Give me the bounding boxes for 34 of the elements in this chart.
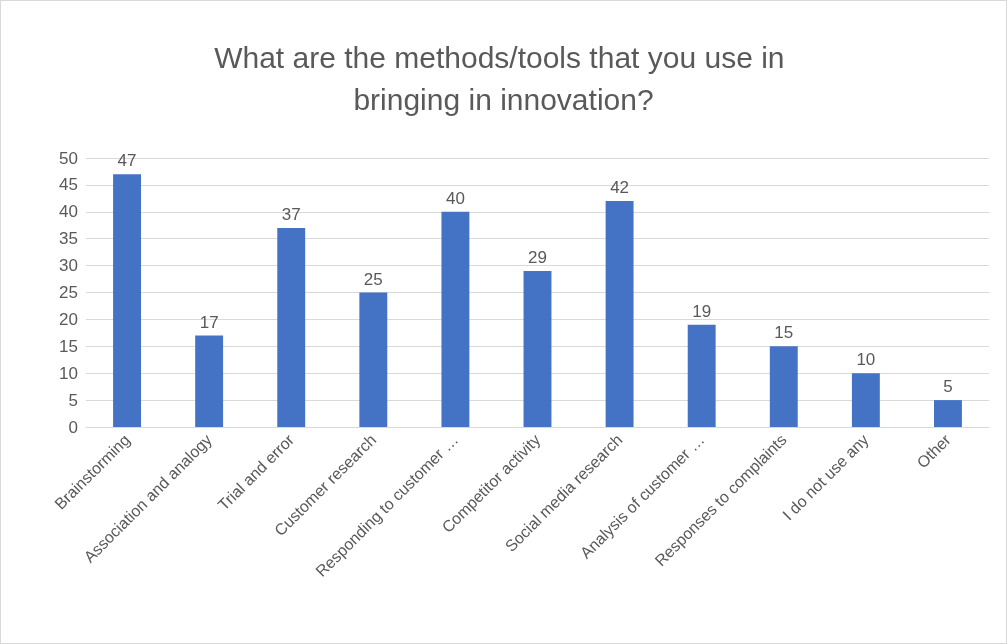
y-tick-label: 15 <box>59 336 78 356</box>
y-tick-label: 35 <box>59 229 78 249</box>
data-label: 19 <box>692 301 712 321</box>
bar <box>605 201 634 427</box>
data-label: 5 <box>943 377 953 397</box>
y-tick-label: 10 <box>59 363 78 383</box>
data-label: 40 <box>445 188 465 208</box>
y-tick-label: 30 <box>59 256 78 276</box>
data-label: 17 <box>199 312 219 332</box>
bar <box>523 270 552 427</box>
bar <box>277 227 306 427</box>
y-tick-label: 5 <box>68 390 78 410</box>
data-label: 29 <box>528 247 547 267</box>
chart-title: What are the methods/tools that you use in bringing in innovation? <box>214 40 793 116</box>
data-label: 47 <box>117 151 137 171</box>
y-tick-label: 40 <box>59 202 78 222</box>
bar <box>851 373 880 427</box>
data-label: 42 <box>610 178 630 198</box>
y-tick-label: 0 <box>68 417 78 437</box>
y-tick-label: 20 <box>59 309 78 329</box>
bar <box>195 335 224 427</box>
bar <box>934 400 962 427</box>
bar <box>769 346 798 427</box>
bar <box>687 324 716 427</box>
bar <box>441 211 470 427</box>
y-tick-label: 45 <box>59 175 78 195</box>
data-label: 10 <box>856 350 876 370</box>
y-tick-label: 25 <box>59 283 78 302</box>
data-label: 37 <box>281 204 301 224</box>
bar <box>113 174 141 427</box>
y-tick-label: 50 <box>59 148 78 168</box>
data-label: 15 <box>774 323 794 343</box>
data-label: 25 <box>363 269 383 289</box>
bar <box>359 292 388 427</box>
